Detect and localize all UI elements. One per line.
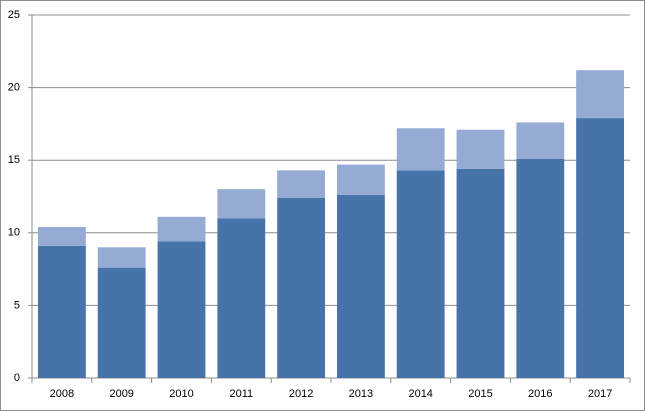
y-tick-label: 5 [14,299,20,311]
bar-segment [217,218,266,378]
y-tick-label: 20 [8,82,20,94]
bar-segment [157,216,206,242]
y-tick-label: 10 [8,227,20,239]
x-tick-label: 2015 [468,388,492,400]
bar-segment [576,118,625,378]
bar-segment [157,241,206,378]
x-tick-label: 2017 [588,388,612,400]
bar-segment [217,189,266,219]
bar-segment [37,245,86,378]
x-tick-label: 2014 [408,388,432,400]
bar-segment [396,128,445,171]
bar-segment [37,226,86,246]
x-tick-label: 2011 [229,388,253,400]
x-tick-label: 2012 [289,388,313,400]
bar-segment [516,122,565,159]
y-tick-label: 15 [8,154,20,166]
bar-segment [277,197,326,378]
y-tick-label: 25 [8,9,20,21]
bar-segment [97,247,146,268]
y-tick-label: 0 [14,372,20,384]
x-tick-label: 2013 [349,388,373,400]
x-tick-label: 2010 [169,388,193,400]
bar-segment [277,170,326,198]
bar-segment [396,170,445,378]
bar-segment [456,168,505,378]
bar-segment [336,195,385,378]
bar-segment [516,158,565,378]
bar-segment [97,267,146,378]
x-tick-label: 2009 [109,388,133,400]
x-tick-label: 2008 [50,388,74,400]
bar-segment [456,129,505,169]
bar-segment [336,164,385,196]
bar-segment [576,70,625,119]
x-tick-label: 2016 [528,388,552,400]
